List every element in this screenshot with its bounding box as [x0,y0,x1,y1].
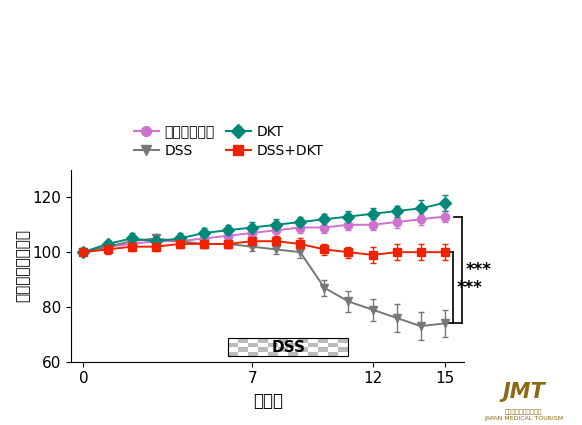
Bar [278,343,288,347]
Bar [248,352,258,356]
Legend: コントロール, DSS, DKT, DSS+DKT: コントロール, DSS, DKT, DSS+DKT [128,119,329,163]
Bar [268,338,278,343]
Bar [248,347,258,352]
Bar [298,352,308,356]
Bar [338,343,349,347]
Bar [268,347,278,352]
Bar [278,347,288,352]
Bar [338,338,349,343]
Bar [228,338,349,356]
X-axis label: 日にち: 日にち [253,392,283,410]
Bar [258,343,268,347]
Text: JMT: JMT [502,382,545,402]
Bar [288,343,298,347]
Bar [278,352,288,356]
Bar [228,347,238,352]
Bar [258,347,268,352]
Bar [318,352,328,356]
Bar [308,347,318,352]
Bar [228,338,238,343]
Bar [238,338,248,343]
Bar [268,352,278,356]
Bar [318,347,328,352]
Bar [278,338,288,343]
Bar [308,338,318,343]
Bar [308,352,318,356]
Bar [298,338,308,343]
Bar [258,338,268,343]
Bar [288,338,298,343]
Bar [318,338,328,343]
Bar [238,343,248,347]
Bar [288,352,298,356]
Bar [238,352,248,356]
Bar [238,347,248,352]
Y-axis label: 体重変化率（％）: 体重変化率（％） [15,230,30,302]
Bar [268,343,278,347]
Text: 日本医療観光株式会社
JAPAN MEDICAL TOURISM: 日本医療観光株式会社 JAPAN MEDICAL TOURISM [484,409,563,421]
Bar [328,343,338,347]
Text: ***: *** [465,261,491,279]
Bar [328,347,338,352]
Bar [318,343,328,347]
Bar [328,352,338,356]
Bar [338,347,349,352]
Bar [308,343,318,347]
Bar [298,343,308,347]
Bar [228,343,238,347]
Text: DSS: DSS [271,340,305,355]
Bar [298,347,308,352]
Bar [338,352,349,356]
Text: ***: *** [457,279,482,297]
Bar [228,352,238,356]
Bar [248,338,258,343]
Bar [288,347,298,352]
Bar [328,338,338,343]
Bar [258,352,268,356]
Bar [248,343,258,347]
